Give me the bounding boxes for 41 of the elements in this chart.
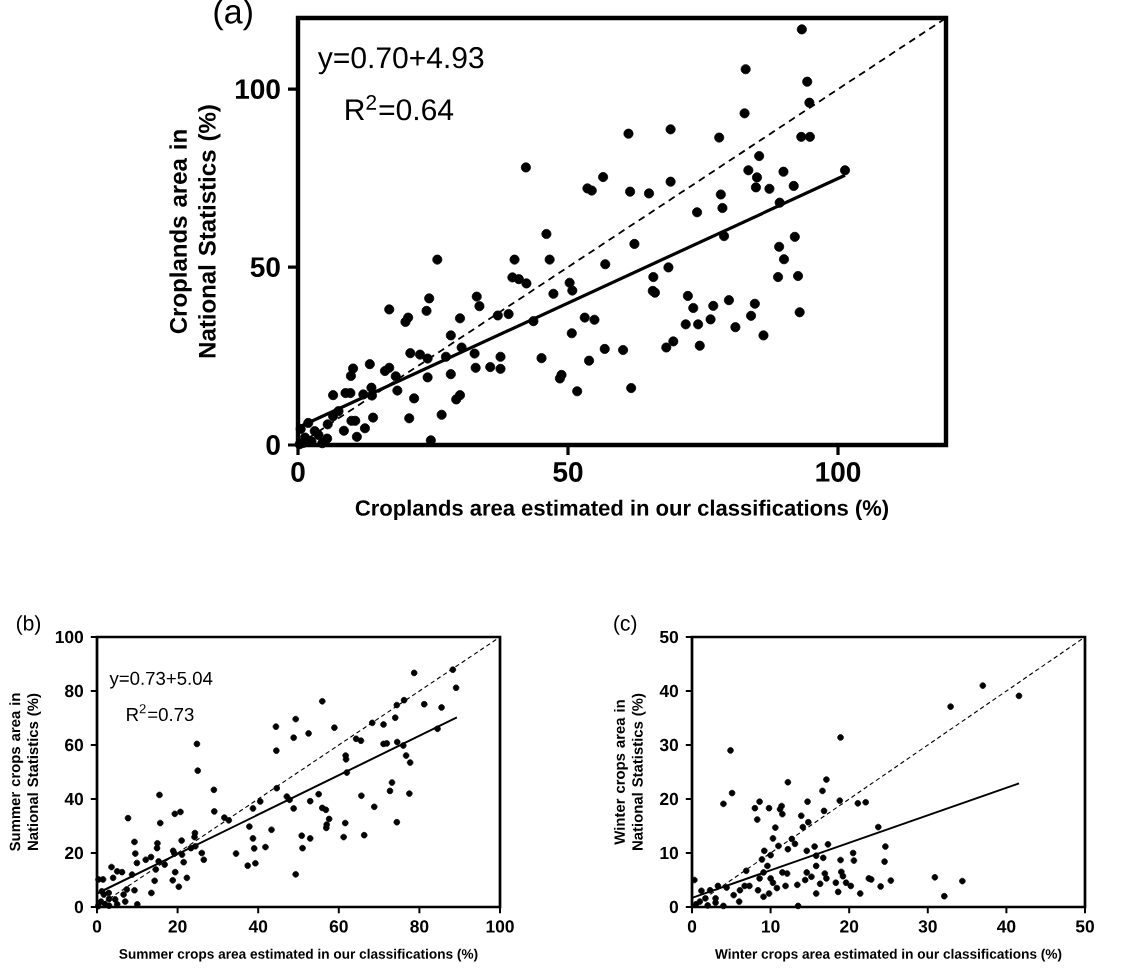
x-tick-label: 0 — [92, 920, 102, 933]
x-tick-label: 0 — [291, 462, 305, 482]
x-tick-label: 100 — [816, 462, 861, 482]
x-tick-label: 80 — [410, 920, 429, 933]
x-tick-label: 20 — [840, 920, 859, 933]
y-tick-label: 50 — [250, 257, 280, 277]
y-axis-title: Summer crops area in National Statistics (%) — [9, 693, 42, 851]
x-tick-label: 40 — [996, 920, 1016, 933]
x-tick-label: 10 — [762, 920, 780, 933]
y-tick-label: 0 — [266, 435, 280, 455]
y-tick-label: 30 — [659, 738, 679, 752]
x-axis-title: Croplands area estimated in our classifications (%) — [355, 499, 889, 521]
x-tick-label: 0 — [687, 920, 697, 933]
chart-title: (c) — [614, 615, 637, 635]
annotation: y=0.73+5.04 — [109, 671, 213, 689]
y-tick-label: 60 — [65, 738, 84, 752]
y-tick-label: 40 — [64, 792, 84, 806]
x-tick-label: 60 — [329, 920, 348, 933]
y-tick-label: 10 — [660, 846, 679, 860]
x-axis-title: Summer crops area estimated in our classifications (%) — [119, 948, 478, 962]
chart-title: (b) — [16, 615, 41, 635]
annotation: R$^{2}$=0.64 — [346, 94, 454, 121]
y-tick-label: 50 — [659, 630, 679, 644]
annotation: y=0.70+4.93 — [317, 47, 484, 75]
x-tick-label: 30 — [918, 920, 937, 933]
y-axis-title: Croplands area in National Statistics (%) — [169, 105, 221, 358]
x-tick-label: 20 — [168, 920, 187, 933]
x-tick-label: 50 — [553, 462, 583, 482]
annotation: R$^{2}$=0.73 — [127, 704, 194, 722]
x-tick-label: 50 — [1075, 920, 1094, 933]
y-tick-label: 0 — [74, 900, 84, 914]
y-tick-label: 20 — [660, 792, 679, 806]
x-axis-title: Winter crops area estimated in our classifications (%) — [714, 948, 1062, 962]
y-tick-label: 40 — [659, 684, 679, 698]
y-tick-label: 20 — [65, 846, 84, 860]
y-tick-label: 100 — [55, 630, 84, 644]
y-tick-label: 0 — [669, 900, 679, 914]
y-tick-label: 80 — [64, 684, 84, 698]
x-tick-label: 100 — [486, 920, 514, 933]
y-tick-label: 100 — [235, 79, 280, 100]
y-axis-title: Winter crops area in National Statistics (%) — [613, 693, 646, 850]
